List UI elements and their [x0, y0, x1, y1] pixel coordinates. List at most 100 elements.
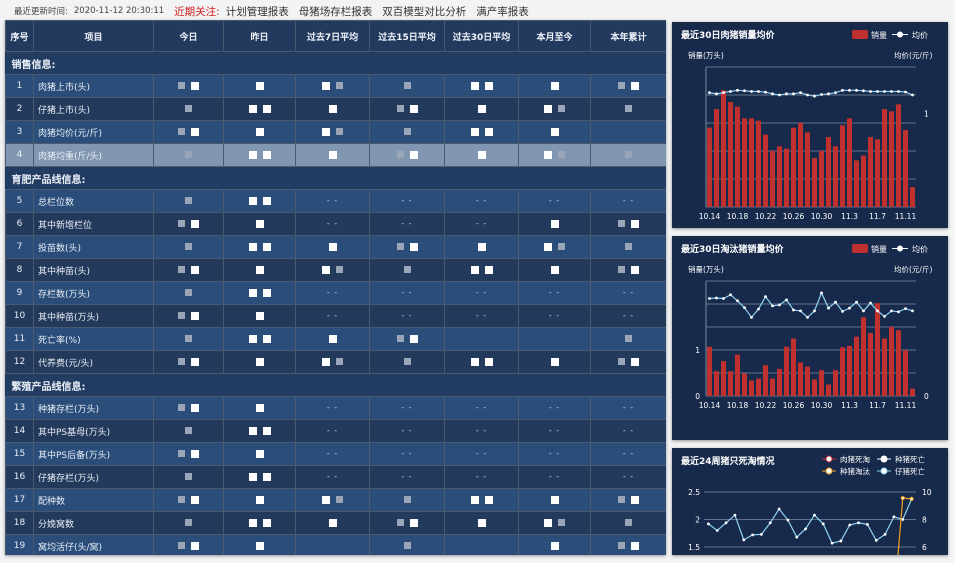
table-row[interactable]: 15 其中PS后备(万头) - - - - - - - - - - — [5, 442, 666, 466]
piglet-death-point — [901, 518, 905, 521]
table-row[interactable]: 11 死亡率(%) — [5, 327, 666, 351]
value-cell — [444, 258, 519, 282]
redacted-value — [336, 266, 343, 273]
row-item-label: 其中种苗(头) — [33, 258, 154, 282]
legend-bar-swatch — [852, 30, 868, 39]
redacted-value — [248, 334, 257, 343]
value-cell: - - — [295, 189, 370, 213]
table-row[interactable]: 10 其中种苗(万头) - - - - - - - - - - — [5, 304, 666, 328]
value-cell — [590, 534, 666, 555]
redacted-value — [191, 219, 199, 228]
table-row[interactable]: 4 肉猪均重(斤/头) — [5, 143, 666, 167]
redacted-value — [631, 357, 639, 366]
bar — [882, 338, 887, 396]
legend-label: 种猪死亡 — [895, 454, 925, 464]
value-cell: - - — [518, 465, 591, 489]
table-row[interactable]: 5 总栏位数 - - - - - - - - - - — [5, 189, 666, 213]
value-cell: - - — [518, 281, 591, 305]
column-header: 过去7日平均 — [295, 20, 370, 52]
table-row[interactable]: 9 存栏数(万头) - - - - - - - - - - — [5, 281, 666, 305]
empty-value: - - — [401, 426, 413, 435]
table-row[interactable]: 2 仔猪上市(头) — [5, 97, 666, 121]
table-row[interactable]: 18 分娩窝数 — [5, 511, 666, 535]
value-cell — [153, 396, 224, 420]
row-item-label: 种猪存栏(万头) — [33, 396, 154, 420]
bar — [770, 378, 775, 396]
redacted-value — [178, 358, 185, 365]
table-row[interactable]: 19 窝均活仔(头/窝) — [5, 534, 666, 555]
piglet-death-point — [821, 522, 825, 526]
redacted-value — [631, 81, 639, 90]
value-cell — [223, 120, 296, 144]
piglet-death-point — [760, 532, 763, 536]
price-point — [736, 88, 739, 92]
link-full-production-report[interactable]: 满产率报表 — [476, 5, 529, 18]
table-row[interactable]: 13 种猪存栏(万头) - - - - - - - - - - — [5, 396, 666, 420]
value-cell — [295, 120, 370, 144]
table-row[interactable]: 12 代养费(元/头) — [5, 350, 666, 374]
link-sow-inventory-report[interactable]: 母猪场存栏报表 — [298, 5, 373, 18]
empty-value: - - — [548, 449, 561, 458]
piglet-death-point — [804, 527, 807, 531]
price-point — [813, 309, 816, 313]
value-cell: - - — [369, 396, 445, 420]
price-point — [904, 307, 907, 310]
table-row[interactable]: 8 其中种苗(头) — [5, 258, 666, 282]
x-tick-label: 10.22 — [755, 401, 777, 410]
empty-value: - - — [548, 311, 561, 320]
table-row[interactable]: 1 肉猪上市(头) — [5, 74, 666, 98]
value-cell — [518, 143, 591, 167]
link-model-comparison[interactable]: 双百模型对比分析 — [382, 5, 467, 18]
redacted-value — [328, 334, 337, 343]
y-axis-label-right: 均价(元/斤) — [894, 264, 932, 274]
table-row[interactable]: 16 仔猪存栏(万头) - - - - - - - - - - — [5, 465, 666, 489]
redacted-value — [322, 265, 330, 274]
bar — [896, 330, 901, 396]
empty-value: - - — [326, 196, 339, 205]
value-cell — [444, 120, 519, 144]
bar — [749, 118, 754, 207]
price-point — [799, 91, 802, 95]
y-tick-label-left: 2.5 — [688, 488, 700, 497]
price-point — [799, 309, 802, 313]
table-row[interactable]: 17 配种数 — [5, 488, 666, 512]
table-row[interactable]: 6 其中新增栏位 - - - - - - — [5, 212, 666, 236]
empty-value: - - — [548, 403, 561, 412]
section-row: 销售信息: — [5, 51, 666, 75]
table-row[interactable]: 3 肉猪均价(元/斤) — [5, 120, 666, 144]
value-cell — [369, 120, 445, 144]
bar — [791, 338, 796, 396]
empty-value: - - — [475, 311, 488, 320]
link-plan-report[interactable]: 计划管理报表 — [225, 5, 289, 18]
redacted-value — [618, 266, 625, 273]
redacted-value — [625, 151, 632, 158]
value-cell: - - — [590, 396, 666, 420]
bar — [833, 370, 838, 396]
price-point — [750, 315, 753, 319]
legend-marker — [825, 467, 833, 475]
redacted-value — [255, 265, 264, 274]
price-point — [778, 303, 781, 307]
kpi-table: 序号 项目 今日 昨日 过去7日平均 过去15日平均 过去30日平均 本月至今 本年累计 销售信… — [5, 20, 666, 555]
row-item-label: 配种数 — [33, 488, 154, 512]
price-point — [729, 90, 732, 93]
price-point — [890, 309, 893, 313]
redacted-value — [255, 357, 264, 366]
value-cell — [444, 511, 519, 535]
row-number: 18 — [5, 511, 34, 535]
redacted-value — [178, 542, 185, 549]
value-cell — [590, 258, 666, 282]
redacted-value — [322, 127, 330, 136]
value-cell — [223, 258, 296, 282]
row-item-label: 仔猪存栏(万头) — [33, 465, 154, 489]
price-point — [750, 90, 753, 93]
table-row[interactable]: 7 投苗数(头) — [5, 235, 666, 259]
table-row[interactable]: 14 其中PS基母(万头) - - - - - - - - - - — [5, 419, 666, 443]
column-header: 昨日 — [223, 20, 296, 52]
bar — [756, 378, 761, 396]
value-cell: - - — [444, 212, 519, 236]
sow-cull-point — [900, 495, 905, 501]
redacted-value — [191, 265, 199, 274]
redacted-value — [255, 403, 264, 412]
value-cell — [369, 534, 445, 555]
